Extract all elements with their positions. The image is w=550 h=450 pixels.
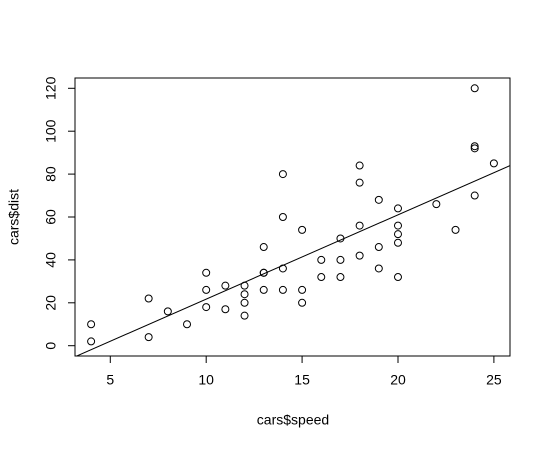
- point: [202, 303, 211, 312]
- point: [374, 195, 383, 204]
- point: [336, 273, 345, 282]
- point: [278, 170, 287, 179]
- point: [240, 298, 249, 307]
- point: [163, 307, 172, 316]
- x-tick-label: 10: [198, 372, 214, 388]
- y-tick-label: 80: [43, 166, 59, 182]
- y-tick-label: 100: [43, 119, 59, 143]
- y-tick-label: 40: [43, 252, 59, 268]
- x-tick-label: 15: [294, 372, 310, 388]
- y-tick-label: 0: [43, 342, 59, 350]
- point: [259, 243, 268, 252]
- point: [298, 298, 307, 307]
- plot-frame: [74, 77, 511, 357]
- x-axis-label: cars$speed: [257, 412, 329, 428]
- point: [144, 294, 153, 303]
- point: [278, 213, 287, 221]
- point: [432, 200, 441, 209]
- point: [470, 142, 479, 151]
- regression-line: [75, 165, 510, 356]
- y-tick-label: 60: [43, 209, 59, 225]
- point: [240, 290, 249, 299]
- point: [317, 273, 326, 282]
- point: [240, 311, 249, 320]
- point: [87, 337, 96, 346]
- point: [202, 268, 211, 277]
- point: [317, 255, 326, 264]
- point: [470, 191, 479, 200]
- point: [470, 144, 479, 153]
- point: [393, 273, 402, 282]
- point: [336, 255, 345, 264]
- point: [393, 230, 402, 239]
- point: [374, 243, 383, 252]
- x-tick-label: 5: [106, 372, 114, 388]
- regression-group: [75, 165, 510, 356]
- point: [393, 204, 402, 213]
- point: [202, 285, 211, 294]
- point: [355, 251, 364, 260]
- point: [221, 305, 230, 314]
- point: [355, 178, 364, 187]
- point: [278, 285, 287, 294]
- x-tick-label: 25: [486, 372, 502, 388]
- y-tick-label: 20: [43, 295, 59, 311]
- point: [298, 225, 307, 234]
- x-tick-label: 20: [390, 372, 406, 388]
- point: [393, 221, 402, 230]
- point: [298, 285, 307, 294]
- point: [221, 281, 230, 290]
- point: [470, 84, 479, 93]
- point: [489, 159, 498, 168]
- y-tick-label: 120: [43, 76, 59, 100]
- point: [374, 264, 383, 273]
- y-axis-label: cars$dist: [6, 189, 22, 245]
- point: [355, 221, 364, 230]
- point: [183, 320, 192, 329]
- point: [259, 285, 268, 294]
- point: [144, 333, 153, 342]
- point: [355, 161, 364, 170]
- point: [87, 320, 96, 329]
- point: [393, 238, 402, 247]
- point: [451, 225, 460, 234]
